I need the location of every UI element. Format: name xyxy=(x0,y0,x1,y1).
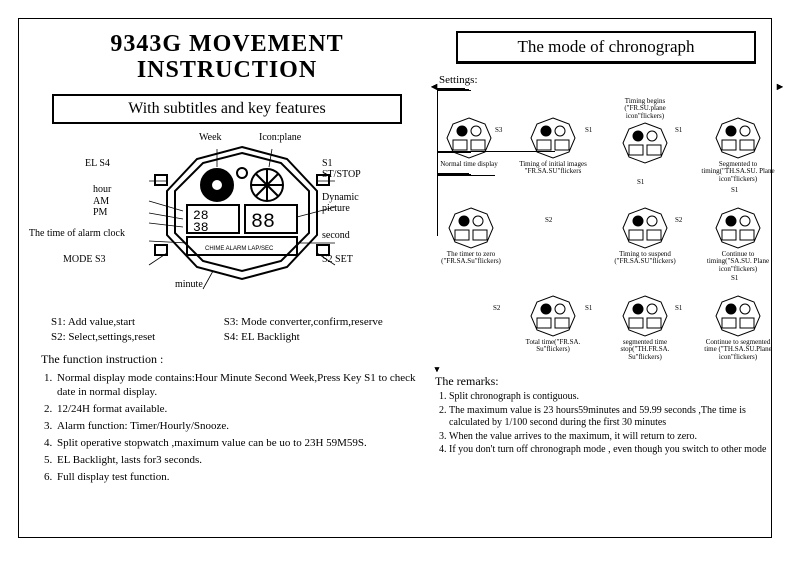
flow-node: Timing to suspend ("FR.SA.SU"flickers) xyxy=(609,206,681,266)
label-am: AM xyxy=(93,196,109,207)
key-legend: S1: Add value,start S3: Mode converter,c… xyxy=(51,315,417,346)
func-item: Alarm function: Timer/Hourly/Snooze. xyxy=(55,419,417,434)
watch-mini-icon xyxy=(529,294,577,338)
remarks-list: Split chronograph is contiguous. The max… xyxy=(449,391,777,457)
watch-mini-icon xyxy=(447,206,495,250)
node-caption: Normal time display xyxy=(437,161,501,168)
node-caption: Total time("FR.SA. Su"flickers) xyxy=(517,339,589,354)
watch-mini-icon xyxy=(621,121,669,165)
node-caption-top: Timing begins ("FR.SU.plane icon"flicker… xyxy=(609,98,681,120)
function-header: The function instruction : xyxy=(41,352,417,367)
node-caption: Continue to segmented time ("TH.SA.SU.Pl… xyxy=(699,339,777,361)
title-line2: INSTRUCTION xyxy=(137,57,317,83)
key-s4: S4: EL Backlight xyxy=(224,330,394,345)
flow-node: Total time("FR.SA. Su"flickers) xyxy=(517,294,589,354)
arrow-label: S2 xyxy=(545,216,552,224)
page-frame: 9343G MOVEMENT INSTRUCTION With subtitle… xyxy=(18,18,772,538)
flow-node: segmented time stop("TH.FR.SA. Su"flicke… xyxy=(609,294,681,361)
label-pm: PM xyxy=(93,207,107,218)
watch-diagram-wrap: Week Icon:plane EL S4 S1 ST/STOP hour AM… xyxy=(127,134,357,309)
flow-node: Timing begins ("FR.SU.plane icon"flicker… xyxy=(609,98,681,165)
remark-item: If you don't turn off chronograph mode ,… xyxy=(449,444,777,457)
key-s2: S2: Select,settings,reset xyxy=(51,330,221,345)
arrow-label: S1 xyxy=(637,178,644,186)
watch-mini-icon xyxy=(445,116,493,160)
arrow-label: S1 xyxy=(675,304,682,312)
columns: 9343G MOVEMENT INSTRUCTION With subtitle… xyxy=(37,31,753,525)
watch-mini-icon xyxy=(621,206,669,250)
chronograph-flowchart: Normal time display Timing of initial im… xyxy=(437,88,777,368)
arrow-label: S2 xyxy=(675,216,682,224)
func-item: Normal display mode contains:Hour Minute… xyxy=(55,371,417,401)
remark-item: When the value arrives to the maximum, i… xyxy=(449,431,777,444)
label-mode-s3: MODE S3 xyxy=(63,254,106,265)
func-item: EL Backlight, lasts for3 seconds. xyxy=(55,453,417,468)
arrow-label: S1 xyxy=(731,186,738,194)
watch-mini-icon xyxy=(714,206,762,250)
chronograph-title: The mode of chronograph xyxy=(456,31,757,64)
label-el-s4: EL S4 xyxy=(85,158,110,169)
svg-text:88: 88 xyxy=(251,211,275,234)
remarks-header: The remarks: xyxy=(435,374,777,389)
subtitle-box: With subtitles and key features xyxy=(52,94,402,124)
label-hour: hour xyxy=(93,184,111,195)
function-list: Normal display mode contains:Hour Minute… xyxy=(55,371,417,485)
key-s3: S3: Mode converter,confirm,reserve xyxy=(224,315,394,330)
remark-item: The maximum value is 23 hours59minutes a… xyxy=(449,405,777,430)
node-caption: Segmented to timing("TH.SA.SU. Plane ico… xyxy=(699,161,777,183)
node-caption: Timing of initial images "FR.SA.SU"flick… xyxy=(517,161,589,176)
key-s1: S1: Add value,start xyxy=(51,315,221,330)
svg-text:CHIME ALARM LAP/SEC: CHIME ALARM LAP/SEC xyxy=(205,246,274,252)
node-caption: The timer to zero ("FR.SA.Su"flickers) xyxy=(437,251,505,266)
flow-node: Normal time display xyxy=(437,116,501,168)
flow-node: Timing of initial images "FR.SA.SU"flick… xyxy=(517,116,589,176)
watch-icon: 28 38 88 CHIME ALARM LAP/SEC xyxy=(147,141,337,301)
node-caption: segmented time stop("TH.FR.SA. Su"flicke… xyxy=(609,339,681,361)
left-column: 9343G MOVEMENT INSTRUCTION With subtitle… xyxy=(37,31,417,525)
watch-mini-icon xyxy=(621,294,669,338)
arrow-label: S1 xyxy=(731,274,738,282)
watch-mini-icon xyxy=(714,116,762,160)
func-item: Split operative stopwatch ,maximum value… xyxy=(55,436,417,451)
node-caption: Timing to suspend ("FR.SA.SU"flickers) xyxy=(609,251,681,266)
settings-label: Settings: xyxy=(439,74,777,86)
remark-item: Split chronograph is contiguous. xyxy=(449,391,777,404)
right-column: The mode of chronograph Settings: Normal… xyxy=(435,31,777,525)
label-alarm-time: The time of alarm clock xyxy=(27,228,125,239)
func-item: Full display test function. xyxy=(55,470,417,485)
arrow-label: S1 xyxy=(585,126,592,134)
flow-node: Continue to timing("SA.SU. Plane icon"fl… xyxy=(699,206,777,273)
arrow-label: S3 xyxy=(495,126,502,134)
flow-node: The timer to zero ("FR.SA.Su"flickers) xyxy=(437,206,505,266)
arrow-label: S1 xyxy=(675,126,682,134)
svg-text:38: 38 xyxy=(193,220,209,235)
flow-node: Segmented to timing("TH.SA.SU. Plane ico… xyxy=(699,116,777,183)
main-title: 9343G MOVEMENT INSTRUCTION xyxy=(37,31,417,84)
arrow-label: S1 xyxy=(585,304,592,312)
arrow-label: S2 xyxy=(493,304,500,312)
arrow-icon xyxy=(437,175,495,176)
node-caption: Continue to timing("SA.SU. Plane icon"fl… xyxy=(699,251,777,273)
watch-mini-icon xyxy=(529,116,577,160)
func-item: 12/24H format available. xyxy=(55,402,417,417)
flow-node: Continue to segmented time ("TH.SA.SU.Pl… xyxy=(699,294,777,361)
watch-mini-icon xyxy=(714,294,762,338)
arrow-icon xyxy=(437,90,471,91)
title-line1: 9343G MOVEMENT xyxy=(110,31,343,57)
